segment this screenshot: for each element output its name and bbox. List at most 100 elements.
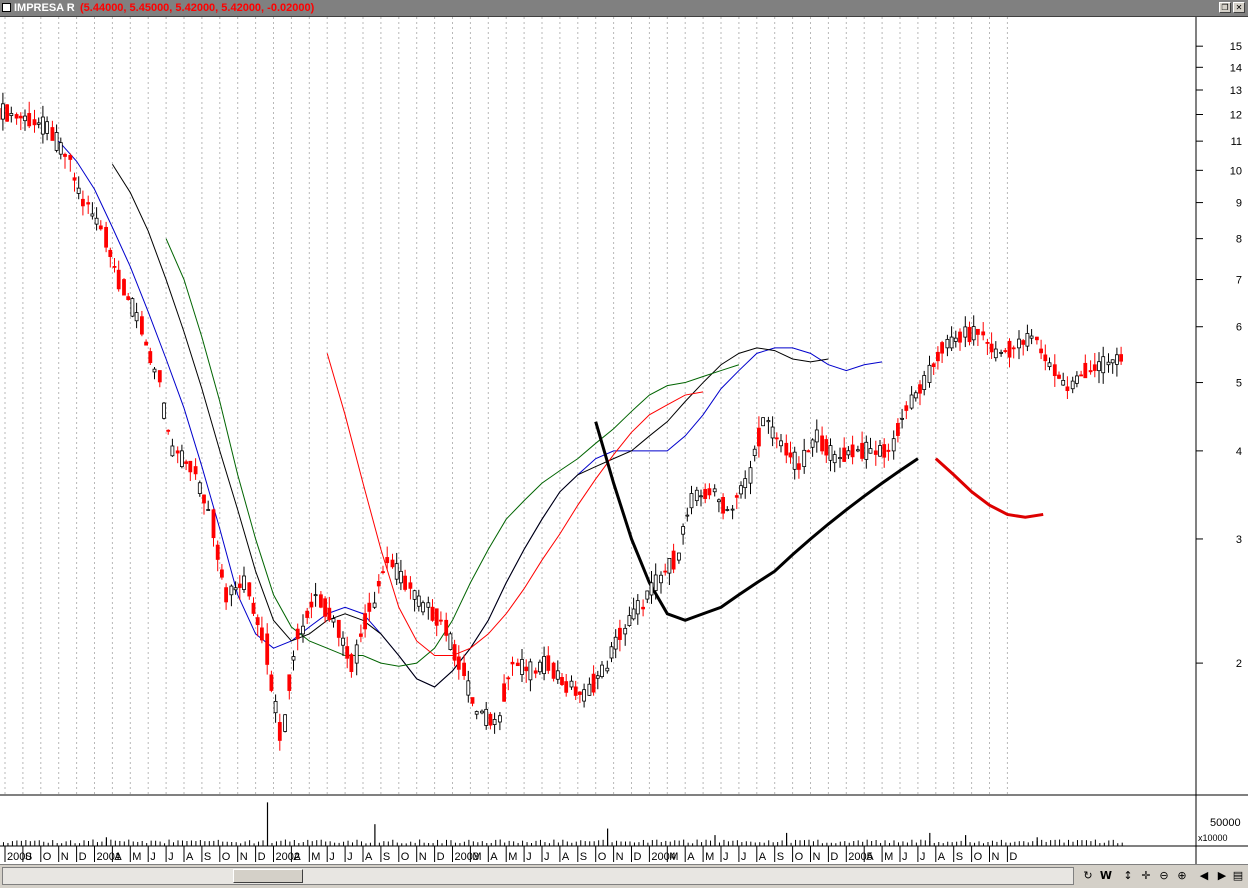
candle-body: [492, 719, 497, 725]
scale-icon[interactable]: ↕: [1123, 869, 1133, 882]
candle-body: [609, 646, 614, 659]
time-label: M: [472, 851, 481, 863]
candle-body: [806, 450, 811, 453]
candle-body: [757, 427, 761, 447]
weekly-period-icon[interactable]: W: [1099, 869, 1113, 882]
candle-body: [269, 674, 274, 691]
candle-body: [587, 683, 592, 696]
zoom-in-icon[interactable]: ⊕: [1177, 869, 1187, 882]
candle-body: [394, 563, 399, 580]
candle-body: [372, 602, 377, 608]
time-label: A: [562, 851, 570, 863]
candle-body: [1070, 380, 1075, 390]
time-label: A: [365, 851, 373, 863]
candle-body: [108, 249, 113, 257]
refresh-icon[interactable]: ↻: [1083, 869, 1093, 882]
time-label: N: [813, 851, 821, 863]
candle-body: [515, 662, 520, 667]
candle-body: [277, 722, 282, 741]
candle-body: [403, 575, 408, 590]
candle-body: [345, 646, 350, 659]
candle-body: [301, 625, 305, 635]
candle-body: [32, 119, 37, 126]
candle-body: [63, 153, 67, 157]
time-label: S: [956, 851, 963, 863]
price-tick-label: 7: [1236, 275, 1242, 287]
candle-body: [251, 602, 256, 614]
candle-body: [86, 202, 91, 205]
candle-body: [438, 619, 443, 622]
time-label: J: [150, 851, 156, 863]
time-label: D: [830, 851, 838, 863]
price-tick-label: 8: [1236, 234, 1242, 246]
time-label: A: [293, 851, 301, 863]
candle-body: [502, 683, 507, 702]
candle-body: [864, 441, 869, 460]
candle-body: [1115, 354, 1119, 365]
price-tick-label: 9: [1236, 198, 1242, 210]
price-tick-label: 4: [1236, 446, 1242, 458]
candle-body: [219, 569, 224, 578]
candle-body: [367, 602, 372, 612]
candle-body: [0, 103, 5, 120]
time-label: M: [669, 851, 678, 863]
time-label: J: [329, 851, 335, 863]
candle-body: [886, 449, 891, 452]
window-list-icon[interactable]: ▤: [1232, 869, 1244, 882]
candle-body: [766, 420, 771, 423]
time-label: J: [920, 851, 926, 863]
candle-body: [922, 375, 927, 390]
scrollbar-thumb[interactable]: [233, 869, 303, 883]
zoom-out-icon[interactable]: ⊖: [1159, 869, 1169, 882]
ohlc-values: (5.44000, 5.45000, 5.42000, 5.42000, -0.…: [80, 2, 315, 14]
candle-body: [900, 417, 904, 420]
candle-body: [752, 448, 757, 456]
candle-body: [641, 606, 645, 610]
time-label: N: [61, 851, 69, 863]
window-menu-icon[interactable]: [2, 3, 11, 12]
candle-body: [184, 461, 189, 464]
candle-body: [14, 114, 19, 119]
restore-icon[interactable]: ❐: [1219, 2, 1231, 13]
candle-body: [860, 442, 864, 459]
candle-body: [197, 482, 202, 494]
time-label: J: [526, 851, 532, 863]
crosshair-icon[interactable]: ✛: [1141, 869, 1151, 882]
close-icon[interactable]: ✕: [1233, 2, 1245, 13]
candle-body: [215, 544, 220, 560]
candle-body: [54, 132, 59, 151]
time-label: 2001: [97, 851, 121, 863]
candle-body: [336, 619, 341, 638]
candle-body: [1025, 333, 1030, 347]
horizontal-scrollbar[interactable]: [2, 867, 1074, 885]
candle-body: [287, 674, 292, 691]
time-label: O: [222, 851, 231, 863]
candle-body: [1079, 374, 1083, 377]
time-label: J: [168, 851, 174, 863]
candle-body: [945, 339, 950, 349]
candle-body: [595, 675, 600, 679]
candle-body: [408, 582, 413, 589]
candle-body: [699, 495, 703, 498]
time-label: S: [580, 851, 587, 863]
time-label: A: [490, 851, 498, 863]
candle-body: [802, 449, 807, 467]
scroll-right-icon[interactable]: ▶: [1217, 869, 1227, 882]
time-label: S: [383, 851, 390, 863]
candle-body: [242, 575, 246, 590]
candle-body: [398, 570, 403, 584]
candle-body: [999, 352, 1003, 354]
candle-body: [663, 570, 668, 573]
time-label: O: [598, 851, 607, 863]
candle-body: [247, 582, 252, 597]
candle-body: [224, 587, 229, 603]
candle-body: [470, 697, 475, 704]
candle-body: [613, 636, 618, 650]
candle-body: [564, 681, 569, 693]
price-tick-label: 15: [1230, 41, 1242, 53]
price-tick-label: 14: [1230, 62, 1242, 74]
scroll-left-icon[interactable]: ◀: [1199, 869, 1209, 882]
candle-body: [1092, 364, 1097, 371]
candle-body: [989, 343, 994, 353]
